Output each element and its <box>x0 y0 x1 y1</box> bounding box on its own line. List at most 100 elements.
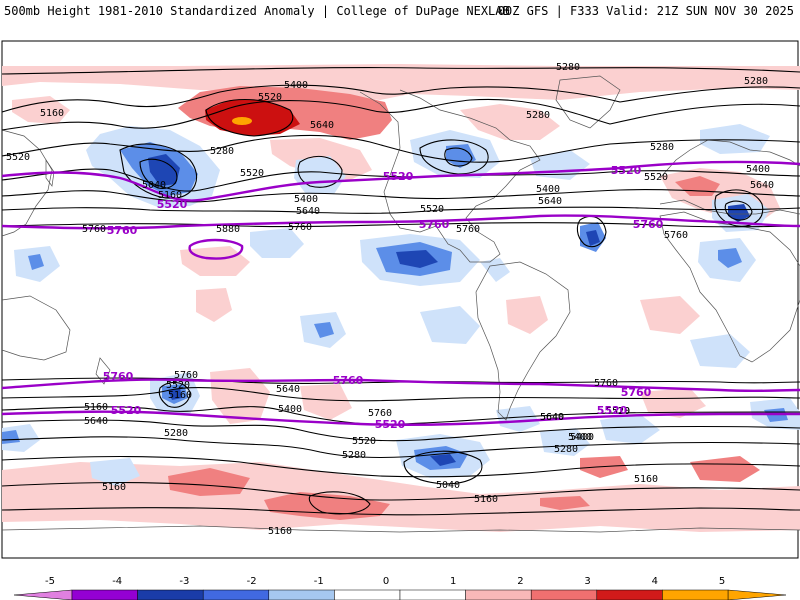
contour-line <box>576 215 607 248</box>
contour-line <box>1 189 800 203</box>
contour-label: 5640 <box>540 412 564 423</box>
anomaly-neg-s-pac-east-core <box>430 454 456 466</box>
colorbar-cell <box>530 589 598 600</box>
contour-line <box>1 507 800 516</box>
contour-label: 5520 <box>644 172 668 183</box>
contour-label: 5160 <box>158 190 182 201</box>
colorbar-cell <box>137 589 204 600</box>
contour-label: 5400 <box>746 164 770 175</box>
contour-label: 5400 <box>284 80 308 91</box>
anomaly-neg-drake <box>496 406 540 432</box>
contour-label: 5880 <box>216 224 240 235</box>
anomaly-pos-s-pac-core <box>168 468 250 496</box>
anomaly-shading <box>2 64 800 532</box>
anomaly-neg-w-europe-core <box>728 204 750 222</box>
contour-label: 5280 <box>164 428 188 439</box>
contour-line <box>714 189 764 227</box>
colorbar-cell <box>465 589 532 600</box>
contour-label: 5280 <box>556 62 580 73</box>
coast-new-zealand <box>95 357 111 385</box>
anomaly-pos-s-pac-mid <box>210 368 270 424</box>
anomaly-pos-s-indian <box>640 296 700 334</box>
contour-line <box>1 206 800 214</box>
key-contour-label: 5760 <box>103 370 134 383</box>
contour-line <box>205 98 294 137</box>
anomaly-neg-scotia <box>540 428 590 456</box>
contour-label: 5040 <box>436 480 460 491</box>
contour-label: 5520 <box>258 92 282 103</box>
contour-line <box>139 158 178 189</box>
contour-line <box>1 84 800 113</box>
contour-label: 5520 <box>420 204 444 215</box>
contour-label: 5280 <box>342 450 366 461</box>
contour-line <box>1 134 800 163</box>
colorbar-cell <box>71 589 138 600</box>
contour-label: 5160 <box>634 474 658 485</box>
contour-labels: 5280 5400 5520 5160 5640 5520 5280 5520 … <box>6 62 774 537</box>
contour-label: 5160 <box>40 108 64 119</box>
contour-label: 5160 <box>84 402 108 413</box>
colorbar: -5 -4 -3 -2 -1 0 1 2 3 4 5 <box>13 576 787 600</box>
coast-south-america <box>475 261 571 421</box>
anomaly-pos-arctic-top <box>2 64 800 100</box>
contour-label: 5280 <box>210 146 234 157</box>
colorbar-cell <box>334 589 401 600</box>
coast-australia <box>1 295 71 361</box>
key-contour-5880-loop <box>188 238 244 260</box>
contour-line <box>1 222 800 228</box>
contour-line <box>308 491 371 515</box>
contour-label: 5760 <box>456 224 480 235</box>
contour-label: 5640 <box>84 416 108 427</box>
anomaly-pos-s-ind-core <box>690 456 760 482</box>
anomaly-pos-mid-pac <box>196 288 232 322</box>
anomaly-neg-gulf-alaska-core <box>148 154 180 186</box>
key-contour-label: 5760 <box>107 224 138 237</box>
contour-label: 5520 <box>352 436 376 447</box>
contour-label: 5520 <box>166 380 190 391</box>
key-contour-label: 5520 <box>611 164 642 177</box>
anomaly-neg-s-am <box>420 306 480 344</box>
contour-label: 5160 <box>168 390 192 401</box>
model-valid-time: 00Z GFS | F333 Valid: 21Z SUN NOV 30 202… <box>497 4 794 18</box>
anomaly-pos-aleutian-core <box>205 100 300 136</box>
key-contour-label: 5520 <box>383 170 414 183</box>
contour-line <box>119 143 198 199</box>
colorbar-tick-label: -1 <box>314 576 324 587</box>
contour-line <box>1 386 800 402</box>
contour-label: 5160 <box>102 482 126 493</box>
contour-label: 5280 <box>554 444 578 455</box>
key-contour-label: 5520 <box>157 198 188 211</box>
colorbar-cell <box>662 589 729 600</box>
coast-antarctica <box>1 525 800 533</box>
key-contour-label: 5520 <box>111 404 142 417</box>
key-contour-5520-south <box>1 410 800 426</box>
contour-label: 5400 <box>294 194 318 205</box>
contour-line <box>297 155 343 188</box>
contour-line <box>444 147 473 167</box>
anomaly-neg-gulf-mexico-core <box>396 250 438 268</box>
anomaly-neg-w-edge-s-mid <box>2 430 20 444</box>
contour-label: 5520 <box>606 406 630 417</box>
colorbar-tick-label: -2 <box>247 576 257 587</box>
key-contours <box>1 160 800 426</box>
colorbar-tick-label: -3 <box>179 576 189 587</box>
contour-label: 5400 <box>568 432 592 443</box>
anomaly-neg-w-pac-trop-mid <box>28 254 44 270</box>
key-contour-label: 5760 <box>333 374 364 387</box>
contour-label: 5400 <box>570 432 594 443</box>
contour-label: 5160 <box>474 494 498 505</box>
anomaly-neg-med-mid <box>718 248 742 268</box>
colorbar-tick-label: 0 <box>383 576 389 587</box>
key-contour-labels: 5520 5520 5760 5520 5760 5520 5760 5760 … <box>103 164 664 431</box>
contour-line <box>724 200 753 221</box>
contour-label: 5040 <box>142 180 166 191</box>
colorbar-tick-label: 4 <box>652 576 658 587</box>
contour-label: 5400 <box>278 404 302 415</box>
colorbar-cell <box>268 589 335 600</box>
contour-label: 5760 <box>594 378 618 389</box>
contour-line <box>1 481 800 501</box>
key-contour-label: 5520 <box>597 404 628 417</box>
anomaly-pos-s-pac-mid2 <box>300 384 352 420</box>
contour-label: 5520 <box>6 152 30 163</box>
